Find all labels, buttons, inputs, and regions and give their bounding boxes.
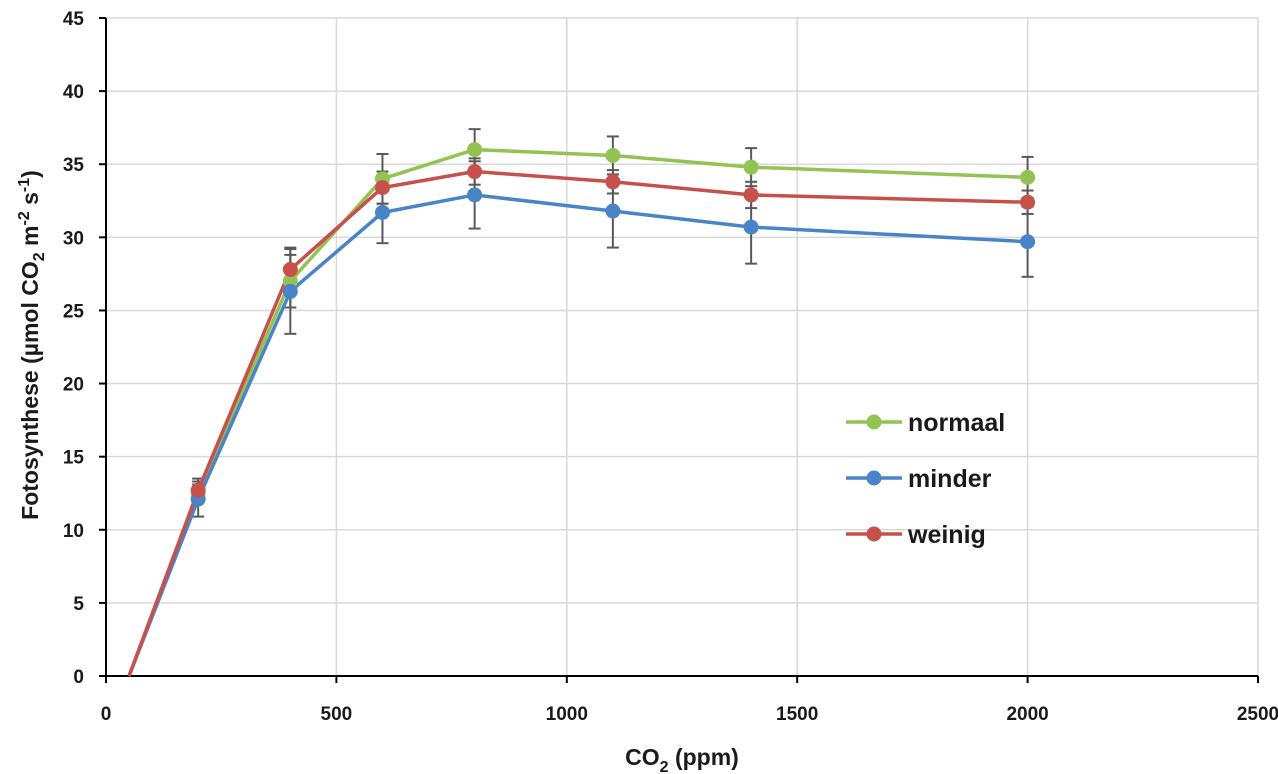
x-tick-label: 500 xyxy=(321,704,353,725)
data-point-normaal xyxy=(743,159,759,175)
series-lines xyxy=(127,147,1028,677)
y-tick-label: 10 xyxy=(63,521,84,542)
data-point-minder xyxy=(605,203,621,219)
legend-label-minder: minder xyxy=(908,465,992,493)
data-point-weinig xyxy=(190,482,206,498)
x-axis-title-main: CO xyxy=(625,744,660,770)
legend-marker-weinig xyxy=(866,526,882,542)
legend-marker-minder xyxy=(866,470,882,486)
data-point-minder xyxy=(467,187,483,203)
y-tick-label: 0 xyxy=(73,667,84,688)
x-tick-label: 1000 xyxy=(546,704,588,725)
x-tick-label: 2000 xyxy=(1006,704,1048,725)
series-line-minder xyxy=(127,193,1028,677)
y-axis-title-sub1: 2 xyxy=(31,252,48,261)
grid xyxy=(106,17,1259,676)
series-line-weinig xyxy=(127,169,1028,677)
y-tick-label: 30 xyxy=(63,228,84,249)
data-point-normaal xyxy=(605,147,621,163)
x-tick-label: 0 xyxy=(101,704,112,725)
data-point-normaal xyxy=(1020,169,1036,185)
data-point-minder xyxy=(374,204,390,220)
data-point-minder xyxy=(1020,234,1036,250)
y-axis-title: Fotosynthese (µmol CO2 m-2 s-1) xyxy=(16,170,48,520)
x-tick-label: 1500 xyxy=(776,704,818,725)
data-points xyxy=(190,142,1036,507)
data-point-weinig xyxy=(743,187,759,203)
axes xyxy=(99,17,1259,683)
x-tick-label: 2500 xyxy=(1237,704,1278,725)
data-point-normaal xyxy=(467,142,483,158)
y-tick-label: 45 xyxy=(63,9,85,30)
y-tick-label: 25 xyxy=(63,301,85,322)
data-point-weinig xyxy=(374,180,390,196)
legend: normaal minder weinig xyxy=(846,409,1005,549)
data-point-weinig xyxy=(1020,194,1036,210)
legend-label-normaal: normaal xyxy=(908,409,1005,437)
data-point-weinig xyxy=(605,174,621,190)
y-axis-title-sup1: -2 xyxy=(16,211,33,225)
data-point-weinig xyxy=(467,164,483,180)
x-axis-title-sub: 2 xyxy=(660,759,669,774)
series-line-normaal xyxy=(127,147,1028,677)
y-axis-title-part3: s xyxy=(17,192,43,211)
data-point-weinig xyxy=(282,262,298,278)
y-tick-label: 5 xyxy=(73,594,84,615)
y-axis-title-part2: m xyxy=(17,225,43,252)
y-axis-title-part4: ) xyxy=(17,170,43,178)
legend-label-weinig: weinig xyxy=(907,521,986,549)
y-tick-label: 15 xyxy=(63,448,85,469)
y-tick-label: 40 xyxy=(63,82,84,103)
y-tick-label: 35 xyxy=(63,155,85,176)
x-axis-title: CO2 (ppm) xyxy=(625,744,739,774)
x-axis-title-rest: (ppm) xyxy=(669,744,739,770)
y-axis-title-part1: Fotosynthese (µmol CO xyxy=(17,261,43,520)
legend-marker-normaal xyxy=(866,414,882,430)
data-point-minder xyxy=(282,283,298,299)
tick-labels: 0 5 10 15 20 25 30 35 40 45 0 500 1000 1500 2000 2500 xyxy=(63,9,1278,725)
y-axis-title-sup2: -1 xyxy=(16,178,33,192)
y-tick-label: 20 xyxy=(63,375,84,396)
data-point-minder xyxy=(743,219,759,235)
